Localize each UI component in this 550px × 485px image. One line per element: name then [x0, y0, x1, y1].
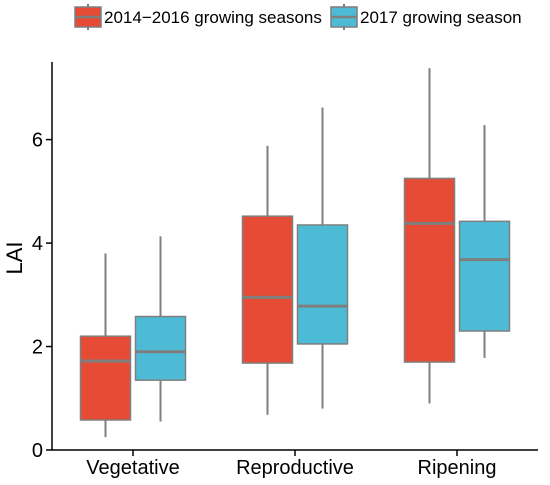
x-tick-label: Ripening — [418, 457, 497, 479]
box-iqr — [458, 220, 511, 332]
legend: 2014−2016 growing seasons 2017 growing s… — [74, 4, 522, 30]
y-tick-label: 0 — [32, 440, 43, 462]
legend-label-series-2: 2017 growing season — [360, 8, 522, 27]
y-axis: 0 2 4 6 — [32, 62, 53, 462]
box-iqr — [241, 215, 294, 364]
legend-label-series-1: 2014−2016 growing seasons — [104, 8, 322, 27]
box-iqr — [403, 177, 456, 363]
y-tick-label: 2 — [32, 337, 43, 359]
box-1-ripening — [403, 68, 456, 404]
box-1-reproductive — [241, 145, 294, 415]
boxes-layer — [79, 68, 511, 438]
x-tick-label: Reproductive — [236, 457, 354, 479]
y-tick-label: 6 — [32, 130, 43, 152]
y-tick-label: 4 — [32, 233, 43, 255]
box-iqr — [296, 224, 349, 345]
box-iqr — [79, 335, 132, 421]
box-2-vegetative — [134, 236, 187, 422]
box-2-reproductive — [296, 107, 349, 409]
y-axis-title: LAI — [2, 241, 27, 274]
box-1-vegetative — [79, 253, 132, 438]
box-2-ripening — [458, 125, 511, 358]
legend-item-series-1: 2014−2016 growing seasons — [74, 4, 322, 30]
box-iqr — [134, 315, 187, 381]
x-tick-label: Vegetative — [86, 457, 179, 479]
x-axis: Vegetative Reproductive Ripening — [52, 449, 538, 479]
legend-item-series-2: 2017 growing season — [330, 4, 522, 30]
